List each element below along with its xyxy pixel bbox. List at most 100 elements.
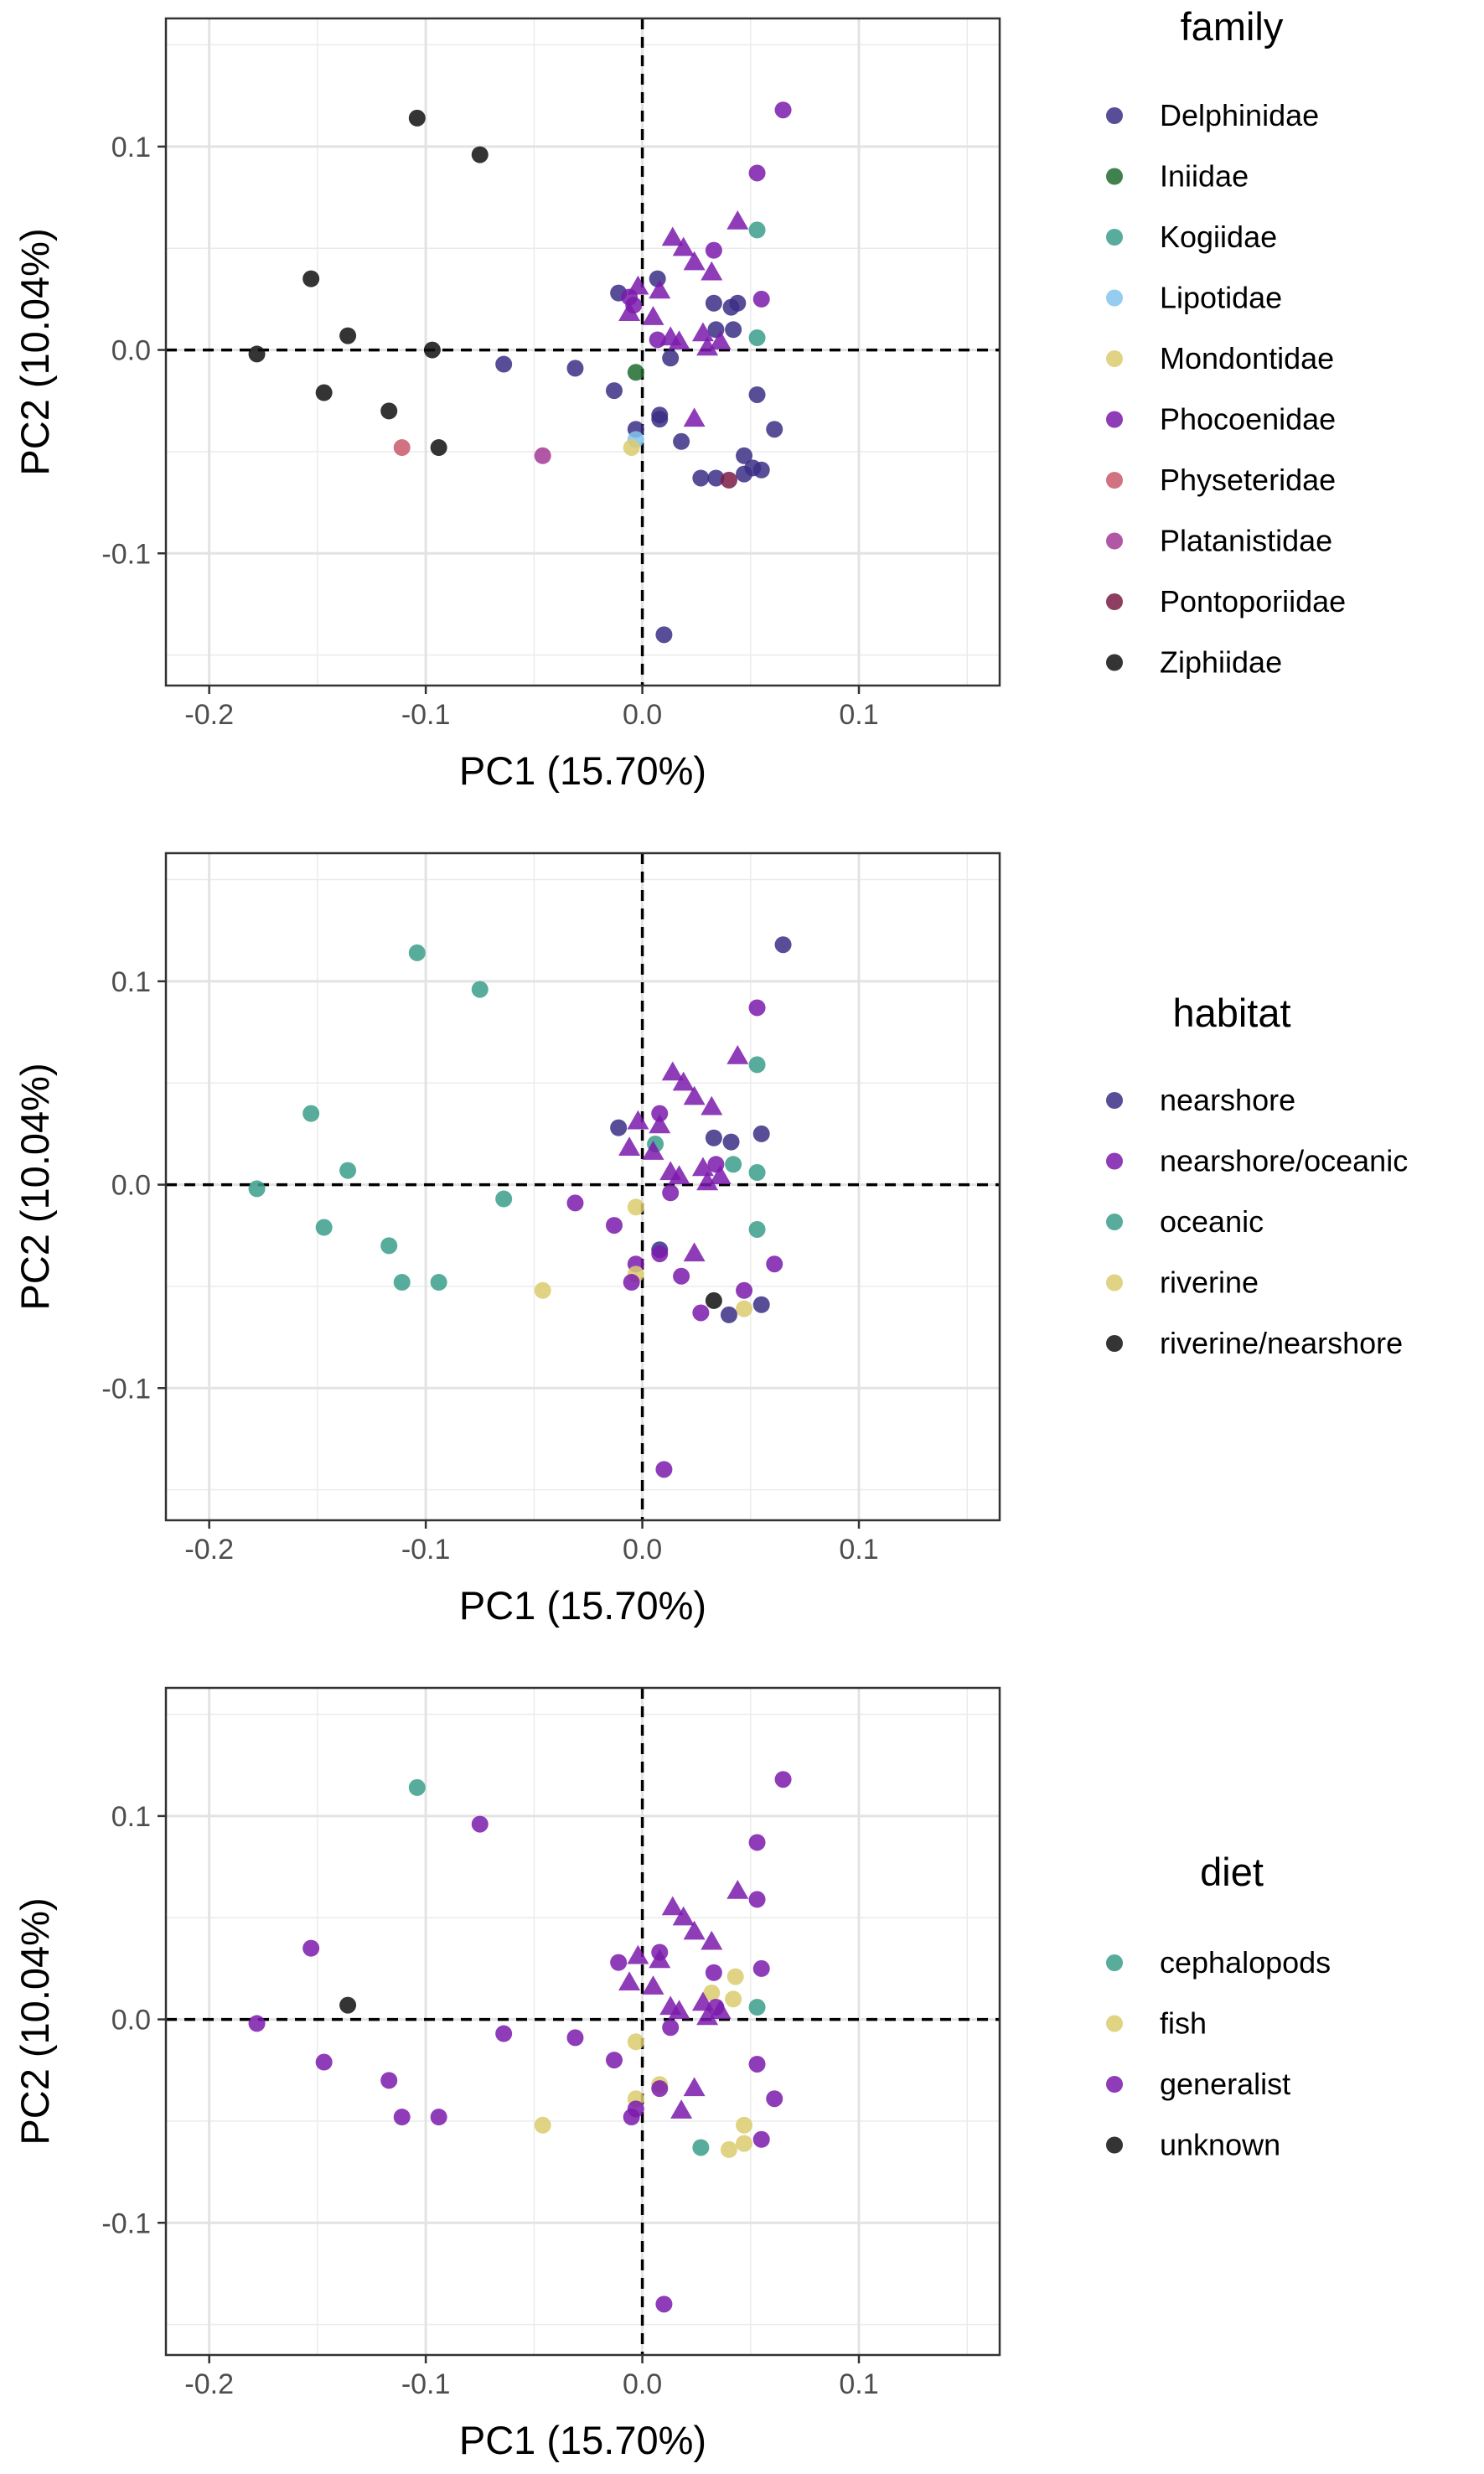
legend-key [1106,2136,1123,2154]
legend-key [1106,532,1123,550]
x-tick-label: -0.1 [401,2368,451,2400]
data-point [705,241,722,259]
data-point [627,2033,644,2051]
data-point-triangle [696,336,719,356]
data-point [605,1217,623,1234]
data-point [720,2140,737,2158]
data-point [752,461,770,479]
data-point-triangle [642,1141,664,1160]
data-point [705,1291,722,1309]
data-point [752,1125,770,1142]
data-point [430,439,447,457]
legend-key [1106,411,1123,428]
data-point-triangle [649,279,671,299]
data-point [495,355,513,373]
legend-label: nearshore/oceanic [1160,1144,1408,1178]
data-point [774,936,792,954]
data-point [339,327,357,344]
data-point-triangle [672,236,695,256]
data-point-triangle [642,1975,664,1995]
x-tick-label: -0.1 [401,699,451,731]
data-point-triangle [691,322,714,342]
data-point [534,2116,551,2134]
data-point [748,2055,766,2073]
legend-label: Kogiidae [1160,220,1277,254]
legend-label: unknown [1160,2128,1280,2162]
legend-label: Lipotidae [1160,281,1282,315]
legend-key [1106,289,1123,307]
data-point [623,2109,640,2126]
data-point-triangle [696,1171,719,1191]
x-tick-label: 0.1 [839,1534,878,1566]
data-point-triangle [701,261,723,281]
y-tick-label: -0.1 [101,538,151,570]
data-point [692,469,710,487]
y-tick-label: 0.0 [111,2005,151,2037]
legend-label: Phocoenidae [1160,402,1336,437]
legend-label: Delphinidae [1160,98,1319,132]
data-point [380,402,398,420]
gridlines [166,1688,1000,2355]
data-point [651,2080,669,2098]
y-tick-label: -0.1 [101,1373,151,1405]
data-point-triangle [696,2006,719,2026]
plot-border [164,1686,1001,2357]
data-point [471,146,489,163]
data-point-triangle [661,226,684,246]
data-point [720,1306,737,1323]
legend-label: Platanistidae [1160,524,1332,558]
x-tick-label: 0.1 [839,699,878,731]
data-point [748,1999,766,2016]
y-axis-title: PC2 (10.04%) [13,1897,57,2145]
legend-label: Mondontidae [1160,341,1334,375]
x-tick-label: -0.2 [184,1534,234,1566]
data-point [534,1281,551,1299]
y-tick-label: 0.0 [111,335,151,367]
legend-title: habitat [1172,991,1290,1035]
data-point [649,270,666,287]
data-point [736,465,753,483]
data-point [662,2019,680,2037]
data-point-triangle [726,1045,749,1064]
data-point [774,1771,792,1788]
legend-label: riverine [1160,1265,1259,1300]
x-tick-label: 0.0 [623,1534,662,1566]
data-point [566,1194,584,1212]
data-point [623,439,640,457]
data-point [736,2135,753,2152]
data-point [705,1964,722,1981]
data-point [339,1162,357,1179]
data-point [748,1056,766,1074]
legend-label: Iniidae [1160,159,1249,194]
data-point [315,384,333,401]
legend-label: cephalopods [1160,1945,1331,1980]
data-point-triangle [709,1165,732,1184]
data-point [748,221,766,239]
legend-key [1106,350,1123,367]
data-point [302,270,320,287]
data-point [748,999,766,1017]
y-tick-label: 0.0 [111,1170,151,1202]
data-point-triangle [668,330,690,349]
legend-key [1106,2076,1123,2093]
data-point [623,1274,640,1291]
data-point-triangle [642,306,664,325]
legend-title: family [1181,4,1284,49]
data-point [315,1219,333,1236]
data-point [736,2116,753,2134]
plot-border [164,851,1001,1522]
data-points [248,1771,792,2313]
data-point [726,1968,744,1985]
y-tick-label: 0.1 [111,132,151,163]
data-point [495,2025,513,2042]
data-point [736,447,753,464]
legend-key [1106,1152,1123,1170]
data-point-triangle [618,302,641,321]
legend: diet cephalopods fish generalist unknown [1106,1850,1331,2162]
data-points [248,101,792,644]
legend-title: diet [1200,1850,1264,1894]
data-point [248,1180,266,1198]
data-point [752,1959,770,1977]
data-point [566,2029,584,2047]
